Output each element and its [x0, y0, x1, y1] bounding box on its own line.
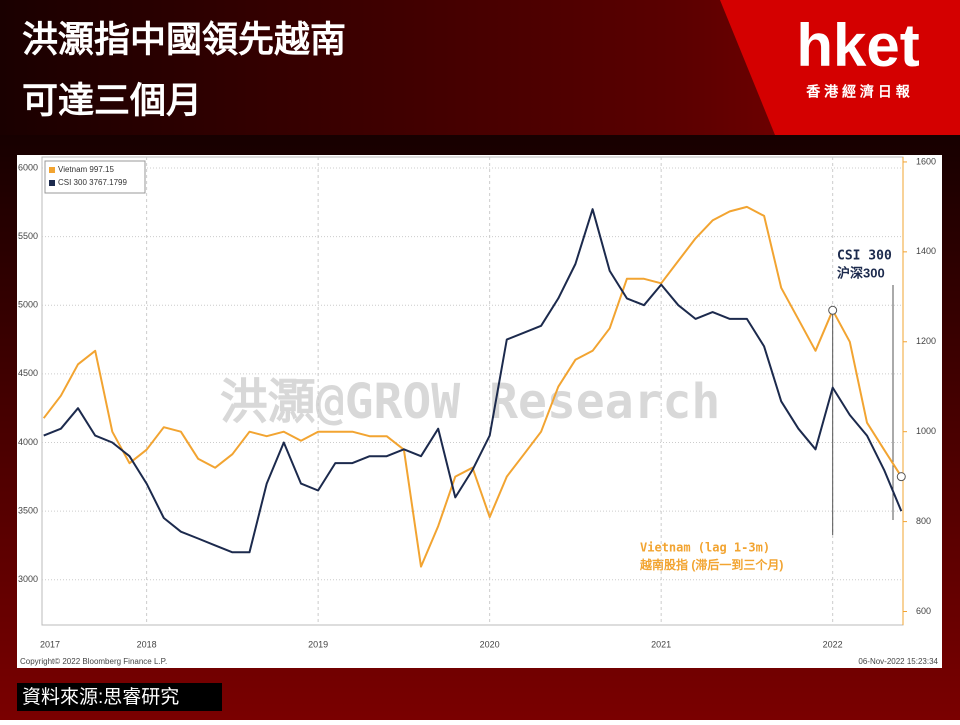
y-tick-label: 5500 — [18, 231, 38, 241]
source-box — [17, 683, 222, 711]
y2-tick-label: 1200 — [916, 336, 936, 346]
logo-panel — [720, 0, 960, 135]
x-tick-label: 2018 — [137, 639, 157, 649]
annotation: 沪深300 — [837, 265, 885, 280]
point-marker — [828, 305, 838, 315]
y-tick-label: 3500 — [18, 505, 38, 515]
y-tick-label: 3000 — [18, 574, 38, 584]
y2-tick-label: 800 — [916, 516, 931, 526]
title-line: 可達三個月 — [22, 80, 202, 121]
y2-tick-label: 1000 — [916, 426, 936, 436]
series-line — [43, 208, 903, 554]
logo-brand: hket — [796, 12, 919, 79]
logo-subtitle: 香 港 經 濟 日 報 — [805, 84, 910, 100]
legend-label: Vietnam 997.15 — [58, 165, 114, 174]
x-tick-label: 2021 — [651, 639, 671, 649]
y-tick-label: 4000 — [18, 437, 38, 447]
legend-box — [44, 160, 146, 194]
y-tick-label: 4500 — [18, 368, 38, 378]
annotation: 越南股指 (滞后一到三个月) — [639, 557, 783, 572]
legend-label: CSI 300 3767.1799 — [58, 178, 127, 187]
watermark: 洪灝@GROW Research — [220, 374, 721, 430]
y-tick-label: 6000 — [18, 162, 38, 172]
y-tick-label: 5000 — [18, 300, 38, 310]
point-marker — [896, 472, 906, 482]
y2-tick-label: 1600 — [916, 156, 936, 166]
y2-tick-label: 1400 — [916, 246, 936, 256]
x-tick-label: 2019 — [308, 639, 328, 649]
copyright: Copyright© 2022 Bloomberg Finance L.P. — [20, 657, 167, 666]
annotation: CSI 300 — [837, 249, 892, 264]
source: 資料來源:思睿研究 — [22, 686, 179, 708]
y2-tick-label: 600 — [916, 606, 931, 616]
title-line: 洪灝指中國領先越南 — [22, 19, 346, 60]
legend-swatch — [49, 180, 55, 186]
x-tick-label: 2020 — [480, 639, 500, 649]
timestamp: 06-Nov-2022 15:23:34 — [858, 657, 938, 666]
x-tick-label: 2017 — [40, 639, 60, 649]
legend-swatch — [49, 167, 55, 173]
annotation: Vietnam (lag 1-3m) — [640, 541, 770, 555]
x-tick-label: 2022 — [823, 639, 843, 649]
